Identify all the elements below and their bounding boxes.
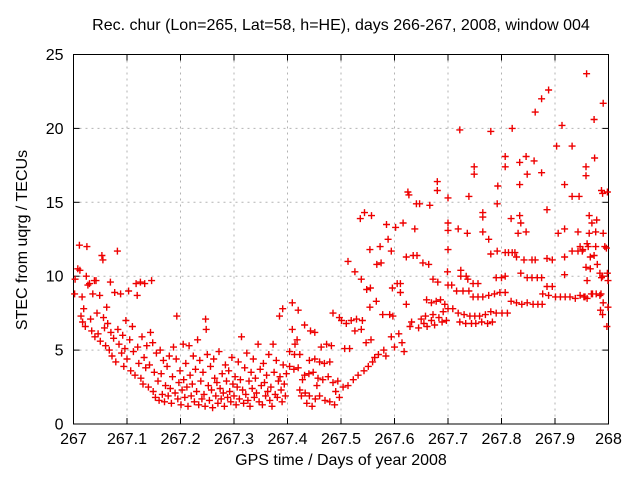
svg-text:5: 5 (55, 343, 64, 360)
svg-text:25: 25 (46, 47, 64, 64)
axis-ticks (73, 54, 609, 425)
axis-frame (73, 54, 609, 425)
x-tick-labels: 267 267.1 267.2 267.3 267.4 267.5 267.6 267.7 26… (60, 431, 622, 448)
svg-text:267: 267 (60, 431, 87, 448)
data-points (71, 70, 612, 412)
svg-text:267.7: 267.7 (428, 431, 468, 448)
svg-text:10: 10 (46, 269, 64, 286)
x-axis-label: GPS time / Days of year 2008 (235, 452, 447, 469)
svg-text:267.5: 267.5 (321, 431, 361, 448)
svg-text:267.4: 267.4 (267, 431, 307, 448)
svg-text:0: 0 (55, 417, 64, 434)
svg-text:267.6: 267.6 (374, 431, 414, 448)
grid-lines (73, 54, 609, 424)
chart-title: Rec. chur (Lon=265, Lat=58, h=HE), days … (92, 17, 590, 34)
svg-text:267.3: 267.3 (214, 431, 254, 448)
svg-text:267.9: 267.9 (535, 431, 575, 448)
svg-text:267.2: 267.2 (160, 431, 200, 448)
svg-text:20: 20 (46, 121, 64, 138)
y-tick-labels: 0 5 10 15 20 25 (46, 47, 64, 434)
svg-text:267.1: 267.1 (107, 431, 147, 448)
svg-text:268: 268 (595, 431, 622, 448)
svg-text:267.8: 267.8 (481, 431, 521, 448)
svg-text:15: 15 (46, 195, 64, 212)
y-axis-label: STEC from uqrg / TECUs (14, 149, 31, 331)
